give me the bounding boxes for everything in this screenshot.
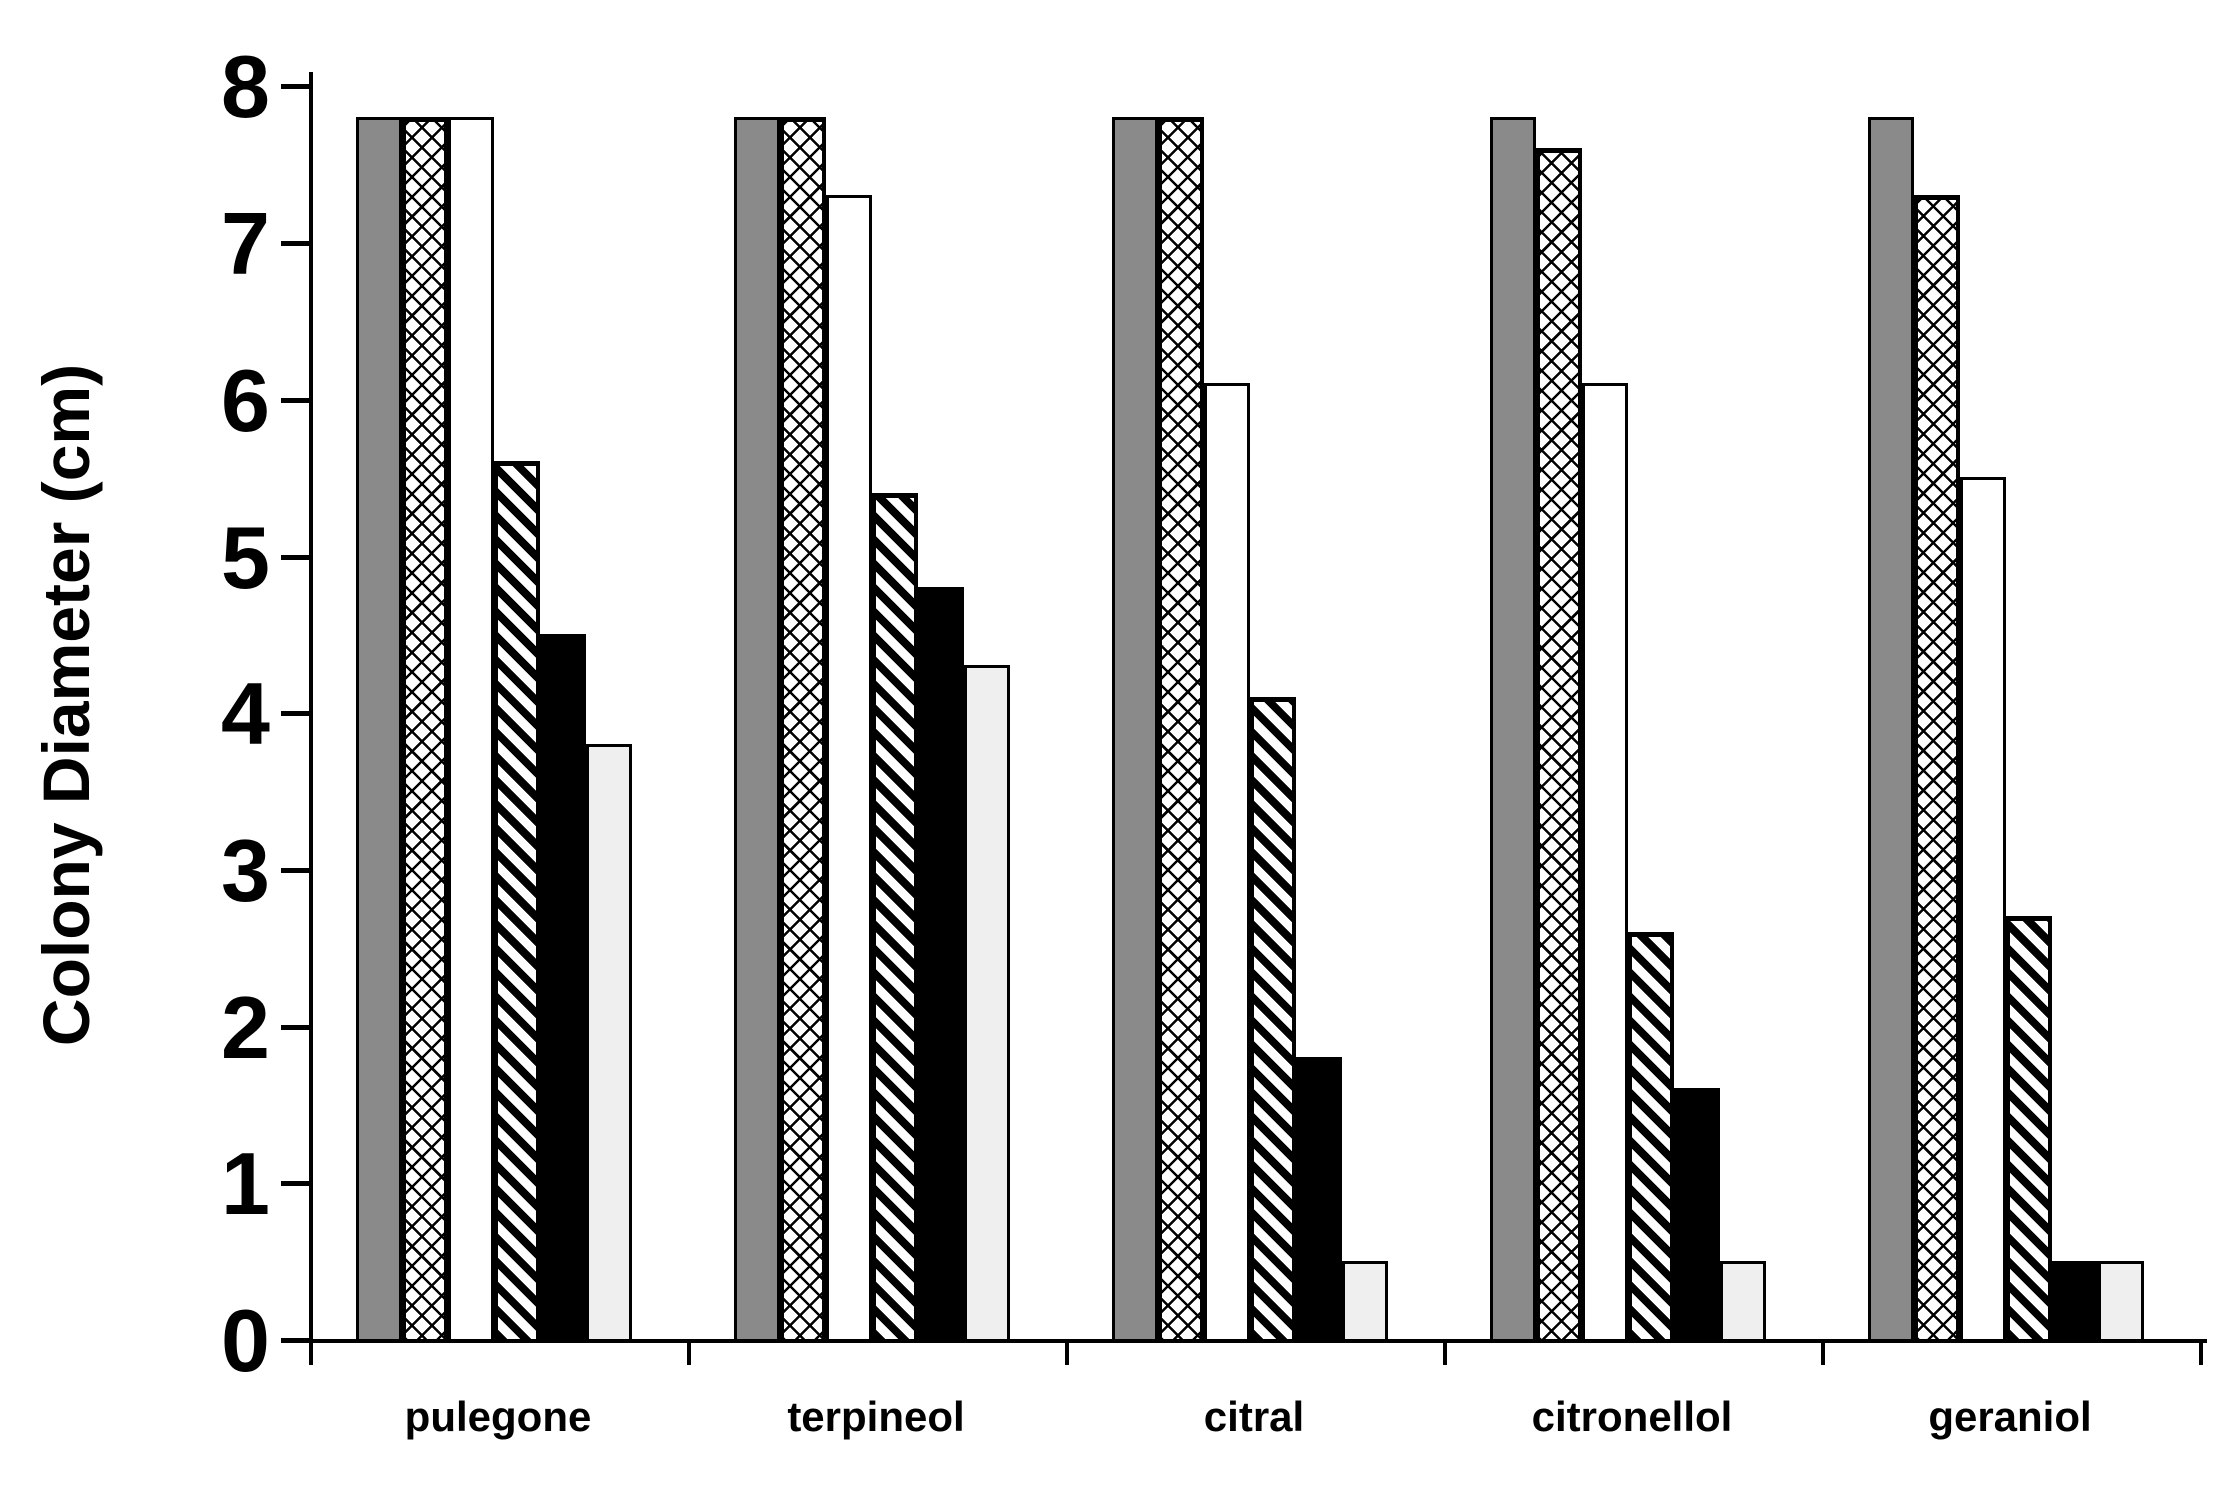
bar-citral-solid-black (1296, 1056, 1342, 1341)
bar-geraniol-solid-gray (1868, 116, 1914, 1341)
x-axis-label-citral: citral (1203, 1393, 1305, 1440)
y-axis-title: Colony Diameter (cm) (29, 363, 103, 1047)
y-tick-label-0: 0 (221, 1291, 270, 1390)
bar-pulegone-solid-gray (356, 116, 402, 1341)
bar-citral-crosshatch (1158, 116, 1204, 1341)
y-tick-label-7: 7 (221, 194, 270, 294)
y-tick-2 (281, 1024, 309, 1030)
y-tick-8 (281, 84, 309, 90)
bar-terpineol-diagonal-stripes (872, 492, 918, 1341)
x-axis-label-pulegone: pulegone (404, 1393, 592, 1440)
bar-pulegone-white (448, 116, 494, 1341)
x-tick-3 (1443, 1339, 1447, 1365)
bar-citronellol-crosshatch (1536, 148, 1582, 1341)
x-tick-1 (687, 1339, 691, 1365)
bar-terpineol-solid-black (918, 586, 964, 1341)
y-tick-label-5: 5 (221, 507, 270, 607)
bar-citronellol-solid-gray (1490, 116, 1536, 1341)
bar-citronellol-white (1582, 383, 1628, 1341)
y-tick-3 (281, 867, 309, 873)
bar-citral-diagonal-stripes (1250, 696, 1296, 1341)
y-tick-5 (281, 554, 309, 560)
bar-pulegone-light-gray (586, 743, 632, 1341)
y-axis-line (309, 72, 313, 1343)
y-tick-7 (281, 241, 309, 247)
y-tick-label-3: 3 (221, 820, 270, 920)
bar-pulegone-diagonal-stripes (494, 461, 540, 1341)
bar-terpineol-crosshatch (780, 116, 826, 1341)
bar-citronellol-diagonal-stripes (1628, 931, 1674, 1341)
x-tick-5 (2199, 1339, 2203, 1365)
y-tick-6 (281, 397, 309, 403)
x-tick-0 (309, 1339, 313, 1365)
bar-pulegone-crosshatch (402, 116, 448, 1341)
x-axis-label-terpineol: terpineol (787, 1393, 965, 1440)
y-tick-4 (281, 711, 309, 717)
x-tick-2 (1065, 1339, 1069, 1365)
y-tick-label-2: 2 (221, 977, 270, 1077)
y-tick-label-6: 6 (221, 350, 270, 450)
x-axis-label-citronellol: citronellol (1531, 1393, 1733, 1440)
x-axis-line (307, 1339, 2207, 1343)
y-tick-label-4: 4 (221, 664, 270, 764)
bar-terpineol-white (826, 195, 872, 1341)
x-axis-label-geraniol: geraniol (1928, 1393, 2092, 1440)
bar-terpineol-light-gray (964, 665, 1010, 1341)
y-tick-label-1: 1 (221, 1134, 270, 1234)
bar-geraniol-white (1960, 477, 2006, 1341)
bar-citral-white (1204, 383, 1250, 1341)
bar-terpineol-solid-gray (734, 116, 780, 1341)
bar-geraniol-crosshatch (1914, 195, 1960, 1341)
bar-geraniol-solid-black (2052, 1260, 2098, 1341)
bar-citronellol-light-gray (1720, 1260, 1766, 1341)
bar-geraniol-light-gray (2098, 1260, 2144, 1341)
bar-citronellol-solid-black (1674, 1088, 1720, 1341)
bar-pulegone-solid-black (540, 633, 586, 1341)
bar-citral-solid-gray (1112, 116, 1158, 1341)
y-tick-label-8: 8 (221, 37, 270, 137)
bar-citral-light-gray (1342, 1260, 1388, 1341)
bar-geraniol-diagonal-stripes (2006, 915, 2052, 1341)
x-tick-4 (1821, 1339, 1825, 1365)
y-tick-0 (281, 1338, 309, 1343)
y-tick-1 (281, 1181, 309, 1187)
